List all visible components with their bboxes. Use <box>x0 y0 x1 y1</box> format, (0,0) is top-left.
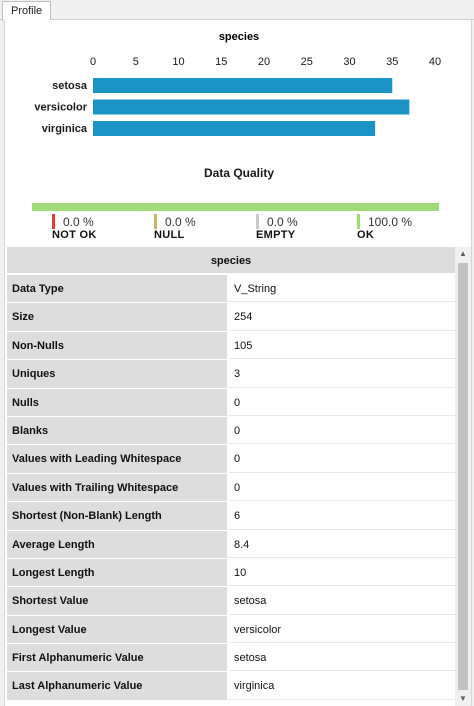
dq-percent: 0.0 % <box>63 215 94 229</box>
x-tick-label: 0 <box>90 56 96 68</box>
x-tick-label: 40 <box>429 56 441 68</box>
x-tick-label: 25 <box>301 56 313 68</box>
table-row: Blanks 0 <box>7 416 455 446</box>
table-row: Longest Value versicolor <box>7 615 455 645</box>
x-tick-label: 35 <box>386 56 398 68</box>
category-label: setosa <box>52 80 88 92</box>
table-body: Data Type V_String Size 254 Non-Nulls 105 Uniq… <box>7 275 455 701</box>
x-tick-label: 20 <box>258 56 270 68</box>
row-value: setosa <box>229 587 455 615</box>
dq-swatch <box>52 214 55 229</box>
row-value: 8.4 <box>229 530 455 558</box>
dq-percent: 0.0 % <box>267 215 298 229</box>
row-key: Shortest Value <box>7 587 229 615</box>
dq-label: EMPTY <box>256 229 296 241</box>
dq-item-null: 0.0 % NULL <box>154 214 264 244</box>
row-key: First Alphanumeric Value <box>7 644 229 672</box>
row-key: Non-Nulls <box>7 331 229 360</box>
table-row: Size 254 <box>7 303 455 332</box>
row-key: Longest Value <box>7 615 229 644</box>
dq-label: NULL <box>154 229 185 241</box>
row-key: Shortest (Non-Blank) Length <box>7 502 229 530</box>
dq-label: OK <box>357 229 375 241</box>
row-value: setosa <box>229 644 455 672</box>
dq-item-empty: 0.0 % EMPTY <box>256 214 366 244</box>
table-row: Uniques 3 <box>7 360 455 389</box>
table-row: Longest Length 10 <box>7 558 455 588</box>
table-row: Average Length 8.4 <box>7 530 455 559</box>
scroll-up-icon[interactable]: ▲ <box>459 249 467 258</box>
row-value: 0 <box>229 473 455 502</box>
table-header: species <box>7 247 455 275</box>
scroll-thumb[interactable] <box>458 263 468 690</box>
x-tick-label: 30 <box>343 56 355 68</box>
dq-percent: 100.0 % <box>368 215 413 229</box>
row-value: 105 <box>229 331 455 360</box>
species-chart: species 0 5 10 15 20 25 30 35 40 setosa versicolor v… <box>5 20 473 170</box>
chart-title: species <box>219 31 259 43</box>
dq-label: NOT OK <box>52 229 97 241</box>
x-tick-label: 10 <box>172 56 184 68</box>
row-key: Data Type <box>7 275 229 303</box>
table-row: Non-Nulls 105 <box>7 331 455 361</box>
row-key: Values with Leading Whitespace <box>7 445 229 473</box>
row-key: Blanks <box>7 416 229 445</box>
tab-profile[interactable]: Profile <box>2 1 52 21</box>
profile-panel: species 0 5 10 15 20 25 30 35 40 setosa versicolor v… <box>4 20 472 706</box>
dq-item-ok: 100.0 % OK <box>357 214 467 244</box>
table-row: Last Alphanumeric Value virginica <box>7 672 455 701</box>
vertical-scrollbar[interactable]: ▲ ▼ <box>455 247 471 706</box>
row-key: Nulls <box>7 388 229 416</box>
row-key: Longest Length <box>7 558 229 587</box>
dq-percent: 0.0 % <box>165 215 196 229</box>
table-row: Values with Leading Whitespace 0 <box>7 445 455 474</box>
table-row: Values with Trailing Whitespace 0 <box>7 473 455 503</box>
row-key: Average Length <box>7 530 229 558</box>
stats-table: species Data Type V_String Size 254 Non-Null… <box>7 247 455 706</box>
scroll-down-icon[interactable]: ▼ <box>459 694 467 703</box>
row-key: Size <box>7 303 229 331</box>
table-row: Shortest Value setosa <box>7 587 455 616</box>
dq-swatch <box>256 214 259 229</box>
dq-swatch <box>357 214 360 229</box>
row-value: 10 <box>229 558 455 587</box>
bar-versicolor[interactable] <box>93 99 410 115</box>
row-value: 0 <box>229 416 455 445</box>
row-value: virginica <box>229 672 455 700</box>
row-value: 6 <box>229 502 455 530</box>
table-row: First Alphanumeric Value setosa <box>7 644 455 673</box>
data-quality-bar <box>32 203 439 211</box>
dq-item-not-ok: 0.0 % NOT OK <box>52 214 162 244</box>
row-value: 0 <box>229 445 455 473</box>
row-value: versicolor <box>229 615 455 644</box>
bar-chart-svg: species 0 5 10 15 20 25 30 35 40 setosa versicolor v… <box>34 31 441 136</box>
row-key: Values with Trailing Whitespace <box>7 473 229 502</box>
bar-setosa[interactable] <box>93 78 393 93</box>
bar-virginica[interactable] <box>93 121 376 136</box>
tab-strip: Profile <box>0 0 474 21</box>
category-label: versicolor <box>34 102 87 114</box>
row-value: V_String <box>229 275 455 303</box>
category-label: virginica <box>42 123 88 135</box>
row-value: 3 <box>229 360 455 388</box>
row-key: Last Alphanumeric Value <box>7 672 229 700</box>
data-quality-title: Data Quality <box>203 166 275 180</box>
row-value: 0 <box>229 388 455 416</box>
x-tick-label: 5 <box>133 56 139 68</box>
table-row: Data Type V_String <box>7 275 455 304</box>
row-key: Uniques <box>7 360 229 388</box>
table-row: Shortest (Non-Blank) Length 6 <box>7 502 455 531</box>
row-value: 254 <box>229 303 455 331</box>
x-tick-label: 15 <box>215 56 227 68</box>
dq-swatch <box>154 214 157 229</box>
table-row: Nulls 0 <box>7 388 455 417</box>
